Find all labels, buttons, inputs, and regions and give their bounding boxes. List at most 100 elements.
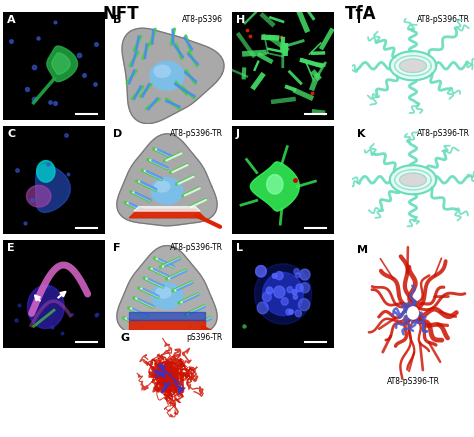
Polygon shape (27, 285, 64, 329)
Polygon shape (250, 162, 299, 211)
Polygon shape (293, 295, 297, 299)
Point (92, 312, 100, 319)
Polygon shape (299, 298, 310, 311)
Polygon shape (400, 173, 427, 187)
Polygon shape (263, 272, 303, 316)
Polygon shape (286, 309, 292, 315)
Point (28, 196, 36, 203)
Text: C: C (7, 129, 15, 139)
Polygon shape (275, 271, 283, 280)
Text: L: L (236, 243, 243, 253)
Text: AT8-pS396-TR: AT8-pS396-TR (170, 129, 222, 139)
Point (91, 81, 99, 88)
Text: G: G (120, 333, 129, 343)
Ellipse shape (154, 65, 171, 78)
Polygon shape (295, 273, 300, 277)
Point (63, 131, 70, 138)
Polygon shape (255, 264, 311, 324)
Point (292, 177, 299, 184)
Polygon shape (117, 134, 217, 226)
Polygon shape (300, 283, 310, 293)
Polygon shape (390, 51, 436, 80)
Polygon shape (122, 28, 224, 124)
Polygon shape (295, 310, 301, 317)
Polygon shape (400, 59, 427, 73)
Point (46, 98, 54, 105)
Polygon shape (36, 160, 55, 182)
Text: AT8-pS396-TR: AT8-pS396-TR (417, 129, 470, 139)
Polygon shape (274, 286, 285, 298)
Text: H: H (236, 15, 246, 25)
Polygon shape (289, 309, 293, 314)
Polygon shape (255, 266, 266, 277)
Point (92, 41, 100, 48)
Point (277, 34, 284, 41)
Polygon shape (257, 302, 268, 314)
Text: D: D (113, 129, 122, 139)
Text: J: J (236, 129, 240, 139)
Point (23, 86, 30, 93)
Point (35, 35, 42, 42)
Ellipse shape (150, 177, 183, 205)
Text: I: I (357, 15, 361, 25)
Polygon shape (281, 298, 288, 305)
Ellipse shape (154, 180, 171, 193)
Polygon shape (272, 274, 277, 278)
Ellipse shape (149, 61, 185, 91)
Text: A: A (7, 15, 16, 25)
Ellipse shape (407, 306, 419, 320)
Polygon shape (129, 210, 205, 218)
Point (48, 323, 56, 330)
Point (80, 71, 88, 78)
Point (51, 19, 59, 26)
Text: E: E (7, 243, 15, 253)
Text: AT8-pS396-TR: AT8-pS396-TR (386, 377, 439, 386)
Text: K: K (357, 129, 365, 139)
Polygon shape (52, 53, 70, 74)
Ellipse shape (150, 282, 183, 310)
Polygon shape (287, 287, 293, 293)
Point (76, 52, 83, 59)
Polygon shape (292, 289, 297, 295)
Polygon shape (134, 207, 200, 211)
Text: NFT: NFT (102, 5, 139, 23)
Point (309, 89, 316, 96)
Polygon shape (390, 165, 436, 194)
Text: AT8-pS396: AT8-pS396 (182, 15, 222, 24)
Text: AT8-pS396-TR: AT8-pS396-TR (170, 243, 222, 252)
Point (243, 27, 251, 34)
Polygon shape (47, 46, 77, 82)
Polygon shape (27, 185, 51, 207)
Polygon shape (294, 269, 299, 274)
Point (30, 64, 37, 71)
Text: pS396-TR: pS396-TR (186, 333, 223, 342)
Polygon shape (36, 165, 70, 212)
Text: AT8-pS396-TR: AT8-pS396-TR (417, 15, 470, 24)
Point (13, 167, 20, 174)
Point (246, 33, 254, 40)
Polygon shape (129, 319, 205, 329)
Polygon shape (267, 175, 283, 194)
Ellipse shape (155, 287, 172, 299)
Point (30, 96, 37, 103)
Text: M: M (357, 245, 368, 255)
Point (58, 330, 65, 337)
Point (240, 323, 248, 330)
Point (15, 301, 22, 308)
Polygon shape (266, 287, 273, 294)
Point (64, 170, 72, 177)
Text: F: F (113, 243, 120, 253)
Polygon shape (129, 312, 205, 319)
Polygon shape (263, 292, 271, 302)
Point (94, 310, 101, 317)
Text: B: B (113, 15, 121, 25)
Point (44, 282, 51, 289)
Point (12, 316, 20, 323)
Point (21, 220, 29, 227)
Polygon shape (117, 246, 217, 337)
Polygon shape (300, 269, 310, 280)
Polygon shape (296, 284, 303, 291)
Point (68, 311, 76, 318)
Point (44, 160, 52, 167)
Point (7, 38, 14, 45)
